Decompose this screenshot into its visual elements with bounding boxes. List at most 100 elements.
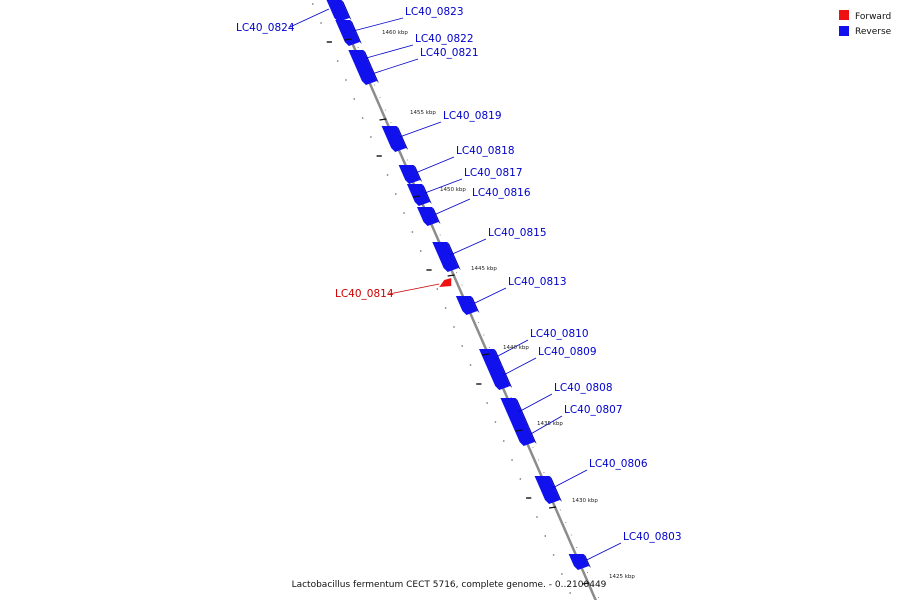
gene-label[interactable]: LC40_0809: [538, 346, 597, 358]
kbp-label: 1460 kbp: [382, 30, 408, 36]
gene-LC40_0803[interactable]: LC40_0803: [568, 531, 682, 570]
kbp-label: 1430 kbp: [572, 498, 598, 504]
gene-LC40_0817[interactable]: LC40_0817: [406, 167, 523, 206]
gene-label[interactable]: LC40_0821: [420, 47, 479, 59]
legend-label-reverse: Reverse: [855, 27, 892, 37]
gene-LC40_0821[interactable]: LC40_0821: [355, 47, 479, 85]
gene-block: [326, 0, 350, 22]
gene-label[interactable]: LC40_0814: [335, 288, 394, 300]
gene-LC40_0818[interactable]: LC40_0818: [398, 145, 515, 184]
gene-label[interactable]: LC40_0810: [530, 328, 589, 340]
gene-label[interactable]: LC40_0819: [443, 110, 502, 122]
gene-block-shade: [421, 184, 432, 204]
gene-LC40_0819[interactable]: LC40_0819: [381, 110, 502, 152]
gene-label[interactable]: LC40_0818: [456, 145, 515, 157]
gene-LC40_0822[interactable]: LC40_0822: [348, 33, 474, 70]
gene-LC40_0815[interactable]: LC40_0815: [432, 227, 547, 272]
gene-block-shade: [494, 349, 503, 366]
gene-label[interactable]: LC40_0822: [415, 33, 474, 45]
kbp-tick: [344, 38, 352, 41]
gene-block-shade: [370, 66, 379, 83]
gene-block: [355, 66, 377, 85]
gene-label[interactable]: LC40_0823: [405, 6, 464, 18]
gene-block-shade: [515, 398, 530, 428]
gene-block-shade: [396, 126, 409, 150]
gene-label-connector: [518, 393, 553, 413]
gene-label-connector: [503, 357, 537, 376]
gene-block: [432, 242, 459, 272]
gene-label[interactable]: LC40_0813: [508, 276, 567, 288]
kbp-tick: [447, 274, 455, 277]
gene-label-connector: [416, 156, 455, 173]
kbp-label: 1450 kbp: [440, 187, 466, 193]
gene-block: [479, 349, 501, 368]
gene-LC40_0816[interactable]: LC40_0816: [416, 187, 531, 226]
gene-block: [534, 476, 561, 504]
gene-label-connector: [373, 58, 419, 74]
gene-block-shade: [447, 242, 461, 270]
gene-LC40_0808[interactable]: LC40_0808: [500, 382, 613, 430]
gene-label[interactable]: LC40_0803: [623, 531, 682, 543]
gene-label[interactable]: LC40_0808: [554, 382, 613, 394]
kbp-tick: [515, 429, 523, 432]
gene-label[interactable]: LC40_0806: [589, 458, 648, 470]
gene-block: [406, 184, 430, 206]
kbp-tick: [548, 506, 557, 509]
gene-LC40_0823[interactable]: LC40_0823: [335, 6, 464, 46]
kbp-label: 1435 kbp: [537, 421, 563, 427]
gene-LC40_0806[interactable]: LC40_0806: [534, 458, 648, 504]
legend-label-forward: Forward: [855, 12, 891, 22]
gene-label-connector: [434, 198, 471, 215]
gene-label-connector: [496, 339, 529, 357]
kbp-tick: [582, 582, 590, 585]
legend-swatch-reverse: [839, 26, 849, 36]
gene-LC40_0824[interactable]: LC40_0824: [236, 0, 352, 34]
gene-LC40_0813[interactable]: LC40_0813: [455, 276, 567, 315]
gene-block-shade: [341, 0, 352, 20]
gene-label-connector: [353, 17, 404, 32]
gene-block-shade: [470, 296, 480, 313]
kbp-label: 1425 kbp: [609, 574, 635, 580]
gene-label-connector: [450, 238, 487, 256]
gene-features: LC40_0824 LC40_0823 LC40_0822 LC40_0821 LC40…: [236, 0, 682, 570]
gene-block: [568, 554, 589, 570]
kbp-label: 1455 kbp: [410, 110, 436, 116]
gene-label-connector: [399, 121, 442, 138]
gene-block: [500, 398, 528, 430]
gene-label[interactable]: LC40_0824: [236, 22, 295, 34]
gene-block-shade: [413, 165, 423, 182]
gene-block-shade: [549, 476, 563, 502]
gene-block: [485, 364, 511, 390]
gene-label[interactable]: LC40_0815: [488, 227, 547, 239]
gene-label-connector: [366, 44, 414, 59]
gene-LC40_0807[interactable]: LC40_0807: [512, 404, 623, 446]
gene-block: [381, 126, 407, 152]
gene-label-connector: [388, 283, 440, 295]
gene-block-shade: [527, 426, 537, 444]
gene-block: [512, 426, 535, 446]
genome-caption: Lactobacillus fermentum CECT 5716, compl…: [292, 580, 607, 590]
gene-block: [335, 20, 360, 46]
gene-LC40_0809[interactable]: LC40_0809: [485, 346, 597, 390]
legend: Forward Reverse: [839, 10, 892, 37]
gene-LC40_0810[interactable]: LC40_0810: [479, 328, 589, 368]
gene-block-shade: [500, 364, 513, 388]
gene-label[interactable]: LC40_0817: [464, 167, 523, 179]
gene-arrow: [439, 278, 452, 287]
gene-block-shade: [583, 554, 591, 568]
gene-block: [398, 165, 421, 184]
gene-LC40_0814[interactable]: LC40_0814: [335, 278, 452, 300]
legend-swatch-forward: [839, 10, 849, 20]
gene-label[interactable]: LC40_0816: [472, 187, 531, 199]
gene-label[interactable]: LC40_0807: [564, 404, 623, 416]
gene-block: [455, 296, 478, 315]
gene-label-connector: [289, 8, 330, 28]
gene-label-connector: [586, 542, 622, 561]
gene-block-shade: [363, 50, 373, 68]
gene-block: [416, 207, 439, 226]
kbp-tick: [482, 353, 490, 356]
kbp-label: 1445 kbp: [471, 266, 497, 272]
kbp-label: 1440 kbp: [503, 345, 529, 351]
kbp-scale-labels: 1460 kbp 1455 kbp 1450 kbp 1445 kbp 1440 kbp…: [344, 30, 635, 585]
